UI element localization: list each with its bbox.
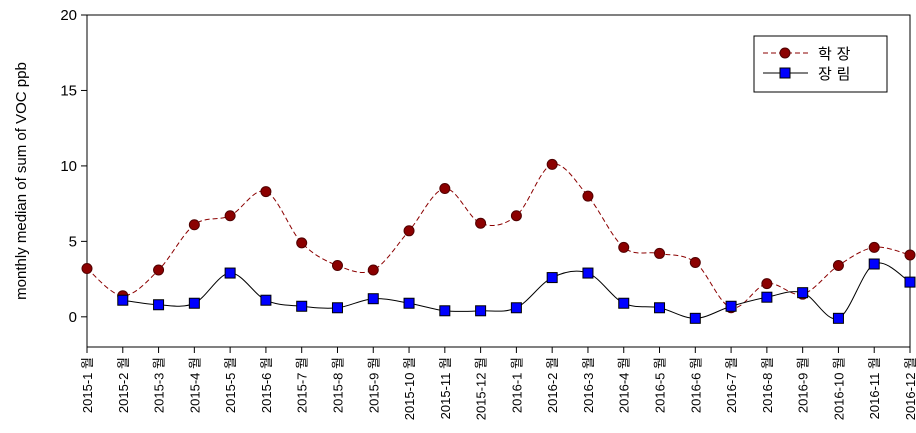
x-tick-label: 2015-1 월 [80,357,95,413]
legend-label-series-2: 장 림 [818,65,850,83]
x-axis: 2015-1 월 2015-2 월 2015-3 월 2015-4 월 2015-5 월… [80,347,916,420]
series-1-point [403,225,415,237]
series-1-point [832,260,844,272]
x-tick-label: 2015-7 월 [295,357,310,413]
series-layer [81,158,916,324]
x-tick-label: 2015-5 월 [223,357,238,413]
y-tick-label: 10 [60,158,77,175]
series-1-point [296,237,308,249]
series-1-point [439,183,451,195]
series-2-point [224,267,236,279]
series-1-point [510,210,522,222]
y-tick-label: 0 [69,309,77,326]
series-2-point [904,276,916,288]
series-2-point [868,258,880,270]
x-tick-label: 2016-7 월 [724,357,739,413]
series-2-point [832,312,844,324]
series-2-point [188,297,200,309]
series-2-point [439,305,451,317]
series-1-point [868,241,880,253]
x-tick-label: 2015-11 월 [438,357,453,419]
x-tick-label: 2015-4 월 [187,357,202,413]
series-1-point [689,256,701,268]
series-1-point [761,278,773,290]
series-2-point [153,299,165,311]
x-tick-label: 2015-8 월 [330,357,345,413]
series-line-1 [86,163,911,309]
series-2-point [797,287,809,299]
series-2-point [260,294,272,306]
x-tick-label: 2016-4 월 [617,357,632,413]
legend: 학 장 장 림 [753,35,888,93]
x-tick-label: 2015-2 월 [116,357,131,413]
series-2-point [761,291,773,303]
series-1-point [367,264,379,276]
x-tick-label: 2016-12 월 [903,357,916,420]
x-tick-label: 2015-9 월 [366,357,381,413]
x-tick-label: 2015-6 월 [259,357,274,413]
y-tick-label: 20 [60,7,77,24]
x-tick-label: 2016-9 월 [796,357,811,413]
y-tick-label: 5 [69,233,77,250]
y-axis-title: monthly median of sum of VOC ppb [13,62,30,300]
series-1-point [654,247,666,259]
series-2-point [725,300,737,312]
x-tick-label: 2015-12 월 [474,357,489,420]
y-axis: 0 5 10 15 20 [60,7,87,326]
x-tick-label: 2016-2 월 [545,357,560,413]
x-tick-label: 2016-11 월 [867,357,882,419]
series-1-point [475,217,487,229]
series-1-point [260,186,272,198]
legend-label-series-1: 학 장 [818,45,851,63]
series-2-point [654,302,666,314]
x-tick-label: 2016-8 월 [760,357,775,413]
series-2-point [296,300,308,312]
x-tick-label: 2016-10 월 [831,357,846,420]
x-tick-label: 2016-1 월 [509,357,524,413]
series-1-point [904,249,916,261]
x-tick-label: 2016-5 월 [653,357,668,413]
series-2-point [618,297,630,309]
series-1-point [582,190,594,202]
series-1-point [546,158,558,170]
series-1-point [618,241,630,253]
legend-marker-series-1 [779,47,791,59]
series-2-point [689,312,701,324]
series-1-point [331,260,343,272]
series-2-point [546,272,558,284]
series-2-point [510,302,522,314]
y-tick-label: 15 [60,82,77,99]
series-2-point [582,267,594,279]
series-2-point [475,305,487,317]
x-tick-label: 2016-6 월 [688,357,703,413]
x-tick-label: 2016-3 월 [581,357,596,413]
series-1-point [81,263,93,275]
series-1-point [224,210,236,222]
x-tick-label: 2015-3 월 [152,357,167,413]
x-tick-label: 2015-10 월 [402,357,417,420]
legend-box [753,35,888,93]
legend-marker-series-2 [779,67,791,79]
series-1-point [188,219,200,231]
series-1-point [153,264,165,276]
series-2-point [367,293,379,305]
series-2-point [331,302,343,314]
series-2-point [117,294,129,306]
plot-frame [86,14,911,348]
series-2-point [403,297,415,309]
